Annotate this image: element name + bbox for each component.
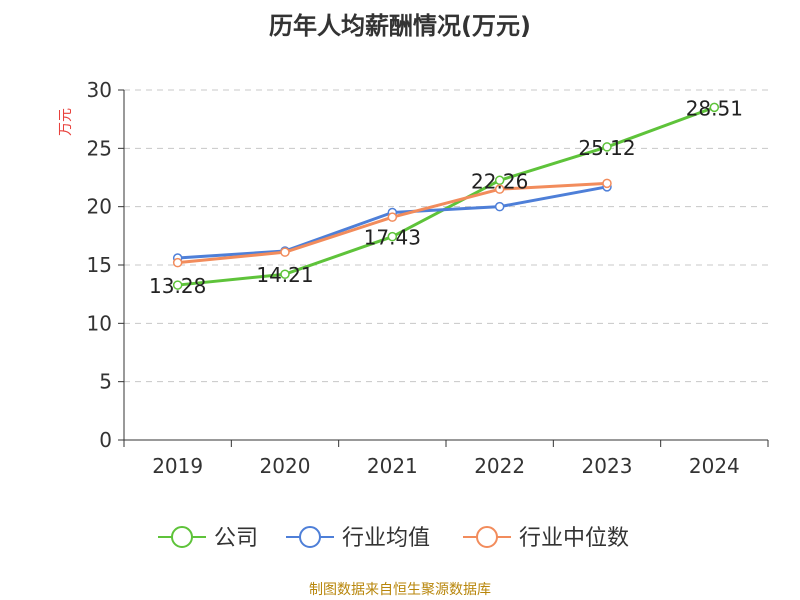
y-tick-label: 30 (87, 78, 112, 102)
series-line (177, 105, 715, 287)
source-note: 制图数据来自恒生聚源数据库 (309, 582, 491, 598)
legend-marker-icon (299, 526, 321, 548)
data-point (602, 142, 612, 152)
x-tick-label: 2019 (152, 454, 203, 478)
series-lines (172, 102, 720, 290)
x-tick-label: 2023 (582, 454, 633, 478)
y-tick-label: 5 (99, 370, 112, 394)
x-tick-label: 2024 (689, 454, 740, 478)
x-tick-label: 2020 (260, 454, 311, 478)
data-point (494, 175, 505, 186)
legend-item[interactable]: 行业均值 (286, 526, 430, 551)
data-label: 13.28 (149, 274, 206, 298)
axes: 0 5 10 15 20 25 30 万元 2019 2020 2021 2022 2023 2024 (58, 78, 769, 478)
x-tick-label: 2021 (367, 454, 418, 478)
legend-item[interactable]: 公司 (158, 526, 258, 551)
legend-item[interactable]: 行业中位数 (463, 526, 629, 551)
series-line (177, 181, 608, 265)
y-tick-label: 15 (87, 253, 112, 277)
data-label: 17.43 (364, 226, 421, 250)
grid-lines (124, 89, 768, 383)
legend-marker-icon (476, 526, 498, 548)
x-tick-label: 2022 (474, 454, 525, 478)
y-tick-label: 20 (87, 195, 112, 219)
data-label: 28.51 (686, 96, 743, 120)
y-tick-label: 10 (87, 311, 112, 335)
legend: 公司 行业均值 行业中位数 (158, 526, 629, 551)
legend-label: 行业均值 (342, 526, 430, 551)
y-axis-label: 万元 (58, 108, 74, 136)
legend-label: 行业中位数 (519, 526, 629, 551)
chart-title: 历年人均薪酬情况(万元) (269, 12, 531, 40)
data-point (280, 247, 290, 257)
data-point (709, 102, 720, 113)
legend-label: 公司 (214, 526, 258, 551)
data-label: 25.12 (578, 136, 635, 160)
y-tick-label: 25 (87, 136, 112, 160)
data-point (387, 231, 398, 242)
data-point (494, 201, 505, 212)
data-label: 22.26 (471, 169, 528, 193)
data-point (602, 178, 612, 189)
data-labels: 13.28 14.21 17.43 22.26 25.12 28.51 (149, 96, 743, 298)
data-point (172, 257, 183, 268)
data-label: 14.21 (256, 263, 313, 287)
legend-marker-icon (171, 526, 193, 548)
data-point (172, 280, 183, 290)
data-point (387, 212, 398, 222)
data-point (280, 269, 290, 279)
y-tick-label: 0 (99, 428, 112, 452)
data-point (494, 184, 505, 194)
